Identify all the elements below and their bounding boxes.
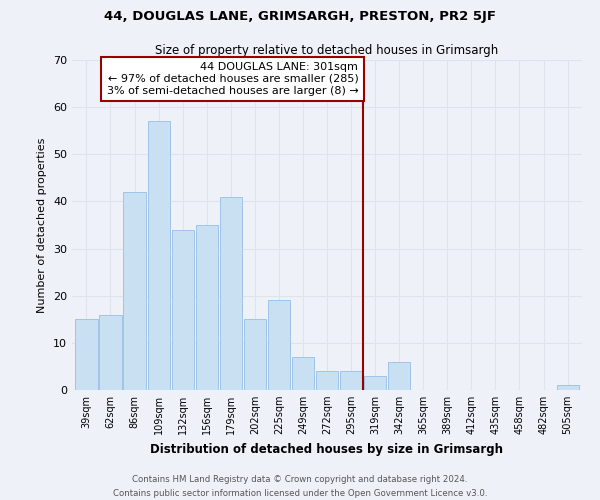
- Bar: [172, 230, 194, 390]
- Text: Contains HM Land Registry data © Crown copyright and database right 2024.
Contai: Contains HM Land Registry data © Crown c…: [113, 476, 487, 498]
- Text: 44 DOUGLAS LANE: 301sqm
← 97% of detached houses are smaller (285)
3% of semi-de: 44 DOUGLAS LANE: 301sqm ← 97% of detache…: [107, 62, 358, 96]
- Bar: [316, 371, 338, 390]
- Bar: [220, 196, 242, 390]
- Title: Size of property relative to detached houses in Grimsargh: Size of property relative to detached ho…: [155, 44, 499, 58]
- Bar: [76, 320, 98, 390]
- Bar: [340, 371, 362, 390]
- X-axis label: Distribution of detached houses by size in Grimsargh: Distribution of detached houses by size …: [151, 442, 503, 456]
- Bar: [196, 225, 218, 390]
- Bar: [364, 376, 386, 390]
- Bar: [388, 362, 410, 390]
- Y-axis label: Number of detached properties: Number of detached properties: [37, 138, 47, 312]
- Bar: [124, 192, 146, 390]
- Bar: [148, 122, 170, 390]
- Bar: [292, 357, 314, 390]
- Bar: [268, 300, 290, 390]
- Bar: [557, 386, 578, 390]
- Bar: [100, 314, 122, 390]
- Bar: [244, 320, 266, 390]
- Text: 44, DOUGLAS LANE, GRIMSARGH, PRESTON, PR2 5JF: 44, DOUGLAS LANE, GRIMSARGH, PRESTON, PR…: [104, 10, 496, 23]
